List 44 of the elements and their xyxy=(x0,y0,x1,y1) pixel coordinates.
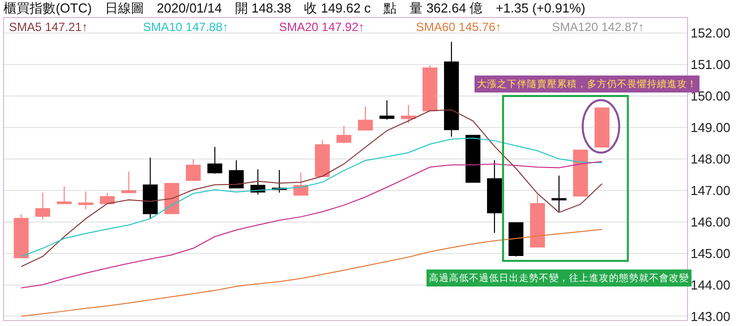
candlestick xyxy=(35,192,50,220)
y-tick-label: 152.00 xyxy=(690,26,730,41)
candlestick xyxy=(314,140,330,178)
candlestick xyxy=(293,172,308,196)
y-tick-label: 146.00 xyxy=(690,214,730,230)
y-tick-label: 143.00 xyxy=(690,308,730,324)
candlestick xyxy=(401,104,416,124)
candlestick xyxy=(422,64,438,112)
candlestick xyxy=(594,107,610,148)
y-tick-label: 148.00 xyxy=(690,151,730,166)
candlestick xyxy=(444,41,459,138)
candlestick xyxy=(56,186,72,204)
candlestick xyxy=(379,100,394,120)
y-tick-label: 145.00 xyxy=(690,246,730,261)
candlestick xyxy=(78,191,94,210)
text: SMA20 147.92↑ xyxy=(279,20,364,34)
candlestick xyxy=(207,146,222,174)
candlestick xyxy=(336,125,352,144)
line-series xyxy=(20,138,603,257)
annotation: 大漲之下伴隨賣壓累積，多方仍不畏懼持續進攻！ xyxy=(477,78,697,90)
y-tick-label: 147.00 xyxy=(690,182,730,198)
line-series xyxy=(20,109,603,268)
candlestick xyxy=(530,194,545,248)
y-tick-label: 149.00 xyxy=(690,120,730,136)
chart-title: 櫃買指數(OTC) 日線圖 2020/01/14 開 148.38 收 149.62 c 點 量 362.64 億 +1.35 (+0.91%) xyxy=(4,0,586,16)
candlestick xyxy=(487,160,502,234)
candlestick xyxy=(466,134,480,183)
legend-label: SMA120 142.87↑ xyxy=(552,20,644,34)
annotation: 高過高低不過低日出走勢不變，往上進攻的態勢就不會改變 xyxy=(429,272,689,284)
candlestick xyxy=(358,106,373,130)
candlestick xyxy=(508,222,524,257)
text: SMA10 147.88↑ xyxy=(143,20,228,34)
candlestick xyxy=(186,158,201,181)
y-tick-label: 151.00 xyxy=(690,57,730,72)
y-tick-label: 144.00 xyxy=(690,277,730,292)
text: SMA60 145.76↑ xyxy=(416,20,502,34)
y-tick-label: 150.00 xyxy=(690,88,730,104)
candlestick xyxy=(142,157,158,220)
text: SMA5 147.21↑ xyxy=(9,20,88,34)
candlestick xyxy=(552,175,566,212)
candlestick xyxy=(228,160,244,188)
candlestick xyxy=(121,171,136,194)
candlestick xyxy=(14,214,29,258)
candlestick xyxy=(573,150,588,197)
